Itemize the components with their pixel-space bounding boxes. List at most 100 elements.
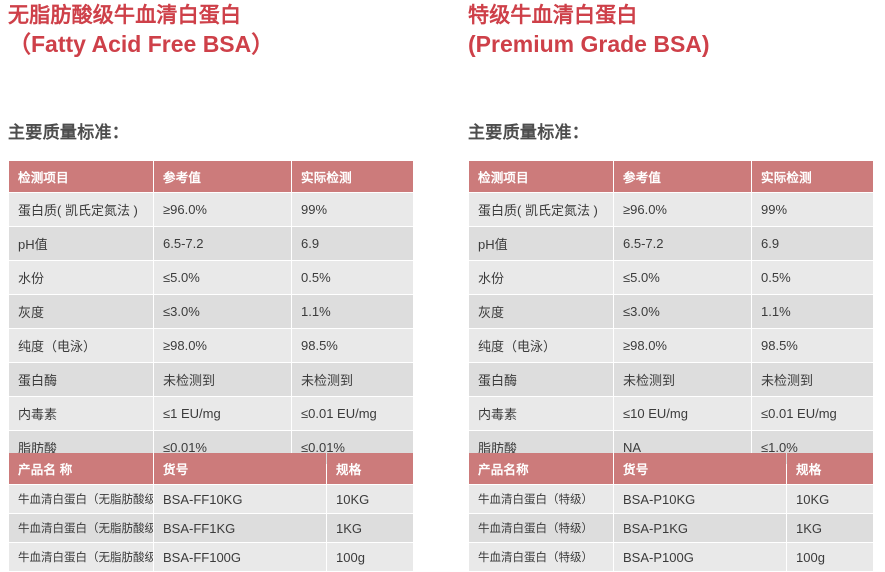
table-row: 灰度 ≤3.0% 1.1% xyxy=(9,295,413,328)
cell-reference: ≥98.0% xyxy=(614,329,751,362)
table-row: 蛋白酶 未检测到 未检测到 xyxy=(469,363,873,396)
column-header-actual: 实际检测 xyxy=(292,161,413,192)
product-column-fatty-acid-free: 无脂肪酸级牛血清白蛋白 （Fatty Acid Free BSA） 主要质量标准… xyxy=(8,0,420,571)
cell-reference: ≤3.0% xyxy=(614,295,751,328)
cell-product-name: 牛血清白蛋白（无脂肪酸级） xyxy=(9,485,153,513)
cell-reference: 6.5-7.2 xyxy=(154,227,291,260)
cell-actual: 0.5% xyxy=(752,261,873,294)
cell-actual: 未检测到 xyxy=(292,363,413,396)
quality-standards-table-right: 检测项目 参考值 实际检测 蛋白质( 凯氏定氮法 ) ≥96.0% 99% pH… xyxy=(468,160,874,465)
cell-actual: 6.9 xyxy=(752,227,873,260)
column-header-actual: 实际检测 xyxy=(752,161,873,192)
cell-actual: 未检测到 xyxy=(752,363,873,396)
table-header-row: 检测项目 参考值 实际检测 xyxy=(9,161,413,192)
cell-item: pH值 xyxy=(469,227,613,260)
cell-reference: ≤5.0% xyxy=(154,261,291,294)
cell-catalog-number: BSA-P100G xyxy=(614,543,786,571)
cell-product-name: 牛血清白蛋白（特级） xyxy=(469,485,613,513)
cell-catalog-number: BSA-FF1KG xyxy=(154,514,326,542)
product-title-en: (Premium Grade BSA) xyxy=(468,30,710,57)
column-header-item: 检测项目 xyxy=(9,161,153,192)
cell-product-name: 牛血清白蛋白（特级） xyxy=(469,514,613,542)
cell-item: 灰度 xyxy=(469,295,613,328)
table-header-row: 产品名称 货号 规格 xyxy=(469,453,873,484)
column-header-product-name: 产品名称 xyxy=(469,453,613,484)
table-row: pH值 6.5-7.2 6.9 xyxy=(469,227,873,260)
table-header-row: 产品名 称 货号 规格 xyxy=(9,453,413,484)
cell-actual: ≤0.01 EU/mg xyxy=(292,397,413,430)
cell-catalog-number: BSA-P10KG xyxy=(614,485,786,513)
cell-actual: 99% xyxy=(752,193,873,226)
cell-product-name: 牛血清白蛋白（无脂肪酸级） xyxy=(9,543,153,571)
cell-item: 水份 xyxy=(469,261,613,294)
table-row: 灰度 ≤3.0% 1.1% xyxy=(469,295,873,328)
column-header-specification: 规格 xyxy=(787,453,873,484)
quality-standards-table-left: 检测项目 参考值 实际检测 蛋白质( 凯氏定氮法 ) ≥96.0% 99% pH… xyxy=(8,160,414,465)
table-row: 牛血清白蛋白（无脂肪酸级） BSA-FF1KG 1KG xyxy=(9,514,413,542)
cell-item: 蛋白质( 凯氏定氮法 ) xyxy=(469,193,613,226)
cell-item: pH值 xyxy=(9,227,153,260)
cell-reference: 未检测到 xyxy=(154,363,291,396)
cell-reference: ≤10 EU/mg xyxy=(614,397,751,430)
column-header-item: 检测项目 xyxy=(469,161,613,192)
cell-reference: ≤1 EU/mg xyxy=(154,397,291,430)
cell-specification: 10KG xyxy=(327,485,413,513)
column-header-catalog-number: 货号 xyxy=(614,453,786,484)
cell-item: 水份 xyxy=(9,261,153,294)
cell-specification: 1KG xyxy=(787,514,873,542)
cell-product-name: 牛血清白蛋白（特级） xyxy=(469,543,613,571)
product-title-cn: 特级牛血清白蛋白 xyxy=(468,4,638,27)
table-row: 水份 ≤5.0% 0.5% xyxy=(469,261,873,294)
cell-actual: 0.5% xyxy=(292,261,413,294)
table-row: 内毒素 ≤1 EU/mg ≤0.01 EU/mg xyxy=(9,397,413,430)
cell-actual: 98.5% xyxy=(752,329,873,362)
cell-actual: 1.1% xyxy=(292,295,413,328)
cell-reference: ≥98.0% xyxy=(154,329,291,362)
cell-reference: 6.5-7.2 xyxy=(614,227,751,260)
cell-reference: ≤3.0% xyxy=(154,295,291,328)
cell-item: 蛋白质( 凯氏定氮法 ) xyxy=(9,193,153,226)
cell-actual: 1.1% xyxy=(752,295,873,328)
cell-item: 蛋白酶 xyxy=(469,363,613,396)
cell-actual: 98.5% xyxy=(292,329,413,362)
table-header-row: 检测项目 参考值 实际检测 xyxy=(469,161,873,192)
cell-item: 纯度（电泳） xyxy=(469,329,613,362)
table-row: 水份 ≤5.0% 0.5% xyxy=(9,261,413,294)
cell-reference: 未检测到 xyxy=(614,363,751,396)
table-row: 内毒素 ≤10 EU/mg ≤0.01 EU/mg xyxy=(469,397,873,430)
cell-specification: 10KG xyxy=(787,485,873,513)
cell-reference: ≥96.0% xyxy=(614,193,751,226)
table-row: 牛血清白蛋白（无脂肪酸级） BSA-FF10KG 10KG xyxy=(9,485,413,513)
column-header-catalog-number: 货号 xyxy=(154,453,326,484)
table-row: 纯度（电泳） ≥98.0% 98.5% xyxy=(9,329,413,362)
cell-actual: 99% xyxy=(292,193,413,226)
column-header-reference: 参考值 xyxy=(614,161,751,192)
cell-specification: 100g xyxy=(327,543,413,571)
cell-reference: ≥96.0% xyxy=(154,193,291,226)
table-row: pH值 6.5-7.2 6.9 xyxy=(9,227,413,260)
table-row: 蛋白质( 凯氏定氮法 ) ≥96.0% 99% xyxy=(469,193,873,226)
product-title-right: 特级牛血清白蛋白 (Premium Grade BSA) xyxy=(468,0,880,58)
cell-actual: ≤0.01 EU/mg xyxy=(752,397,873,430)
product-title-left: 无脂肪酸级牛血清白蛋白 （Fatty Acid Free BSA） xyxy=(8,0,420,58)
product-list-table-left: 产品名 称 货号 规格 牛血清白蛋白（无脂肪酸级） BSA-FF10KG 10K… xyxy=(8,452,414,572)
cell-item: 内毒素 xyxy=(9,397,153,430)
cell-item: 蛋白酶 xyxy=(9,363,153,396)
section-heading-quality-right: 主要质量标准： xyxy=(468,123,590,142)
table-row: 纯度（电泳） ≥98.0% 98.5% xyxy=(469,329,873,362)
cell-specification: 1KG xyxy=(327,514,413,542)
cell-actual: 6.9 xyxy=(292,227,413,260)
section-heading-quality-left: 主要质量标准： xyxy=(8,123,130,142)
column-header-product-name: 产品名 称 xyxy=(9,453,153,484)
cell-item: 纯度（电泳） xyxy=(9,329,153,362)
cell-catalog-number: BSA-FF10KG xyxy=(154,485,326,513)
cell-product-name: 牛血清白蛋白（无脂肪酸级） xyxy=(9,514,153,542)
cell-catalog-number: BSA-P1KG xyxy=(614,514,786,542)
table-row: 牛血清白蛋白（特级） BSA-P10KG 10KG xyxy=(469,485,873,513)
cell-specification: 100g xyxy=(787,543,873,571)
table-row: 蛋白酶 未检测到 未检测到 xyxy=(9,363,413,396)
cell-reference: ≤5.0% xyxy=(614,261,751,294)
table-row: 牛血清白蛋白（特级） BSA-P100G 100g xyxy=(469,543,873,571)
product-column-premium-grade: 特级牛血清白蛋白 (Premium Grade BSA) 主要质量标准： 检测项… xyxy=(468,0,880,571)
